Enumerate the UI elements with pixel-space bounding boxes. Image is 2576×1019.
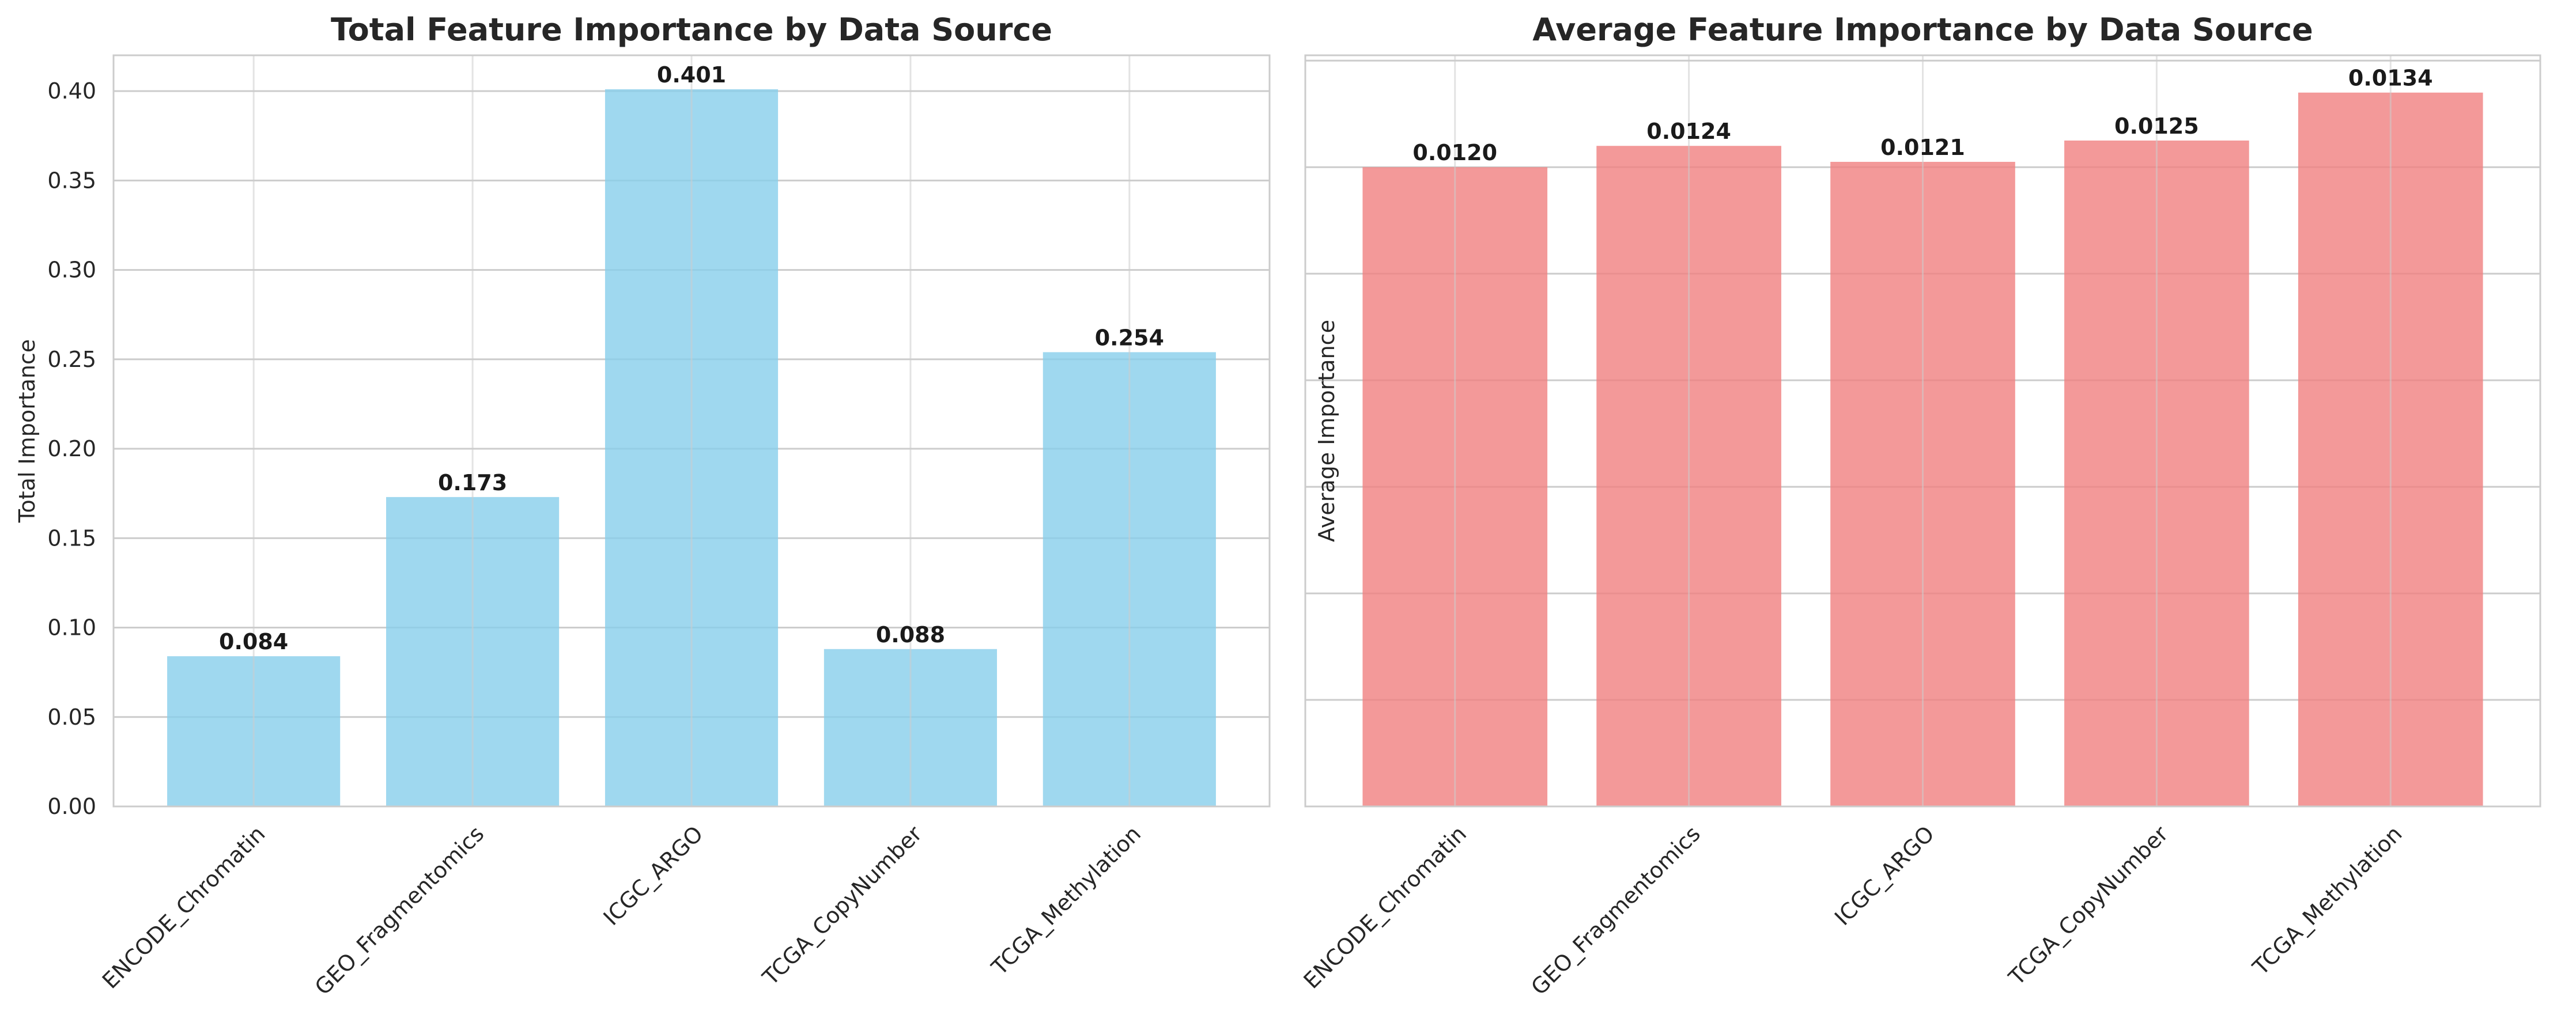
data-label: 0.0124 — [1646, 119, 1731, 144]
chart-title: Total Feature Importance by Data Source — [331, 12, 1052, 48]
data-label: 0.088 — [876, 622, 945, 647]
x-tick-label: TCGA_Methylation — [987, 821, 1146, 980]
x-tick-label: ICGC_ARGO — [599, 821, 708, 930]
x-tick-label: TCGA_CopyNumber — [2004, 821, 2173, 990]
x-tick-label: GEO_Fragmentomics — [1526, 821, 1705, 1000]
y-tick-label: 0.15 — [47, 525, 96, 551]
chart-panel-total: 0.084 0.173 0.401 0.088 0.254 0.00 0.05 0.10 0.1… — [14, 12, 1271, 1000]
chart-title: Average Feature Importance by Data Sourc… — [1532, 12, 2313, 48]
plot-frame — [112, 54, 1271, 808]
total-importance-chart: 0.084 0.173 0.401 0.088 0.254 0.00 0.05 0.10 0.1… — [14, 12, 1271, 1000]
y-tick-label: 0.00 — [47, 794, 96, 819]
y-tick-label: 0.35 — [47, 168, 96, 193]
data-label: 0.0125 — [2114, 113, 2199, 139]
data-label: 0.0121 — [1880, 135, 1965, 160]
y-tick-label: 0.05 — [47, 704, 96, 730]
y-axis-label: Average Importance — [1314, 320, 1339, 542]
chart-panel-average: 0.01200.01240.01210.01250.01340.0000.002… — [1288, 0, 2576, 1019]
x-tick-label: TCGA_CopyNumber — [757, 821, 927, 990]
x-tick-label: ENCODE_Chromatin — [97, 821, 270, 994]
data-label: 0.084 — [219, 629, 288, 654]
data-label: 0.173 — [438, 470, 507, 495]
plot-frame — [1304, 54, 2541, 808]
y-tick-label: 0.10 — [47, 615, 96, 641]
y-tick-label: 0.30 — [47, 257, 96, 283]
x-tick-label: ENCODE_Chromatin — [1299, 821, 1472, 994]
average-importance-chart: 0.01200.01240.01210.01250.01340.0000.002… — [1299, 12, 2541, 1000]
data-label: 0.0134 — [2348, 66, 2433, 91]
x-tick-label: ICGC_ARGO — [1830, 821, 1939, 930]
x-tick-label: TCGA_Methylation — [2248, 821, 2407, 980]
data-label: 0.401 — [657, 62, 726, 88]
y-tick-label: 0.25 — [47, 347, 96, 372]
y-tick-label: 0.20 — [47, 436, 96, 461]
x-tick-label: GEO_Fragmentomics — [310, 821, 489, 1000]
data-label: 0.0120 — [1412, 140, 1497, 165]
y-tick-label: 0.40 — [47, 78, 96, 104]
y-axis-label: Total Importance — [14, 339, 40, 524]
data-label: 0.254 — [1095, 325, 1164, 350]
